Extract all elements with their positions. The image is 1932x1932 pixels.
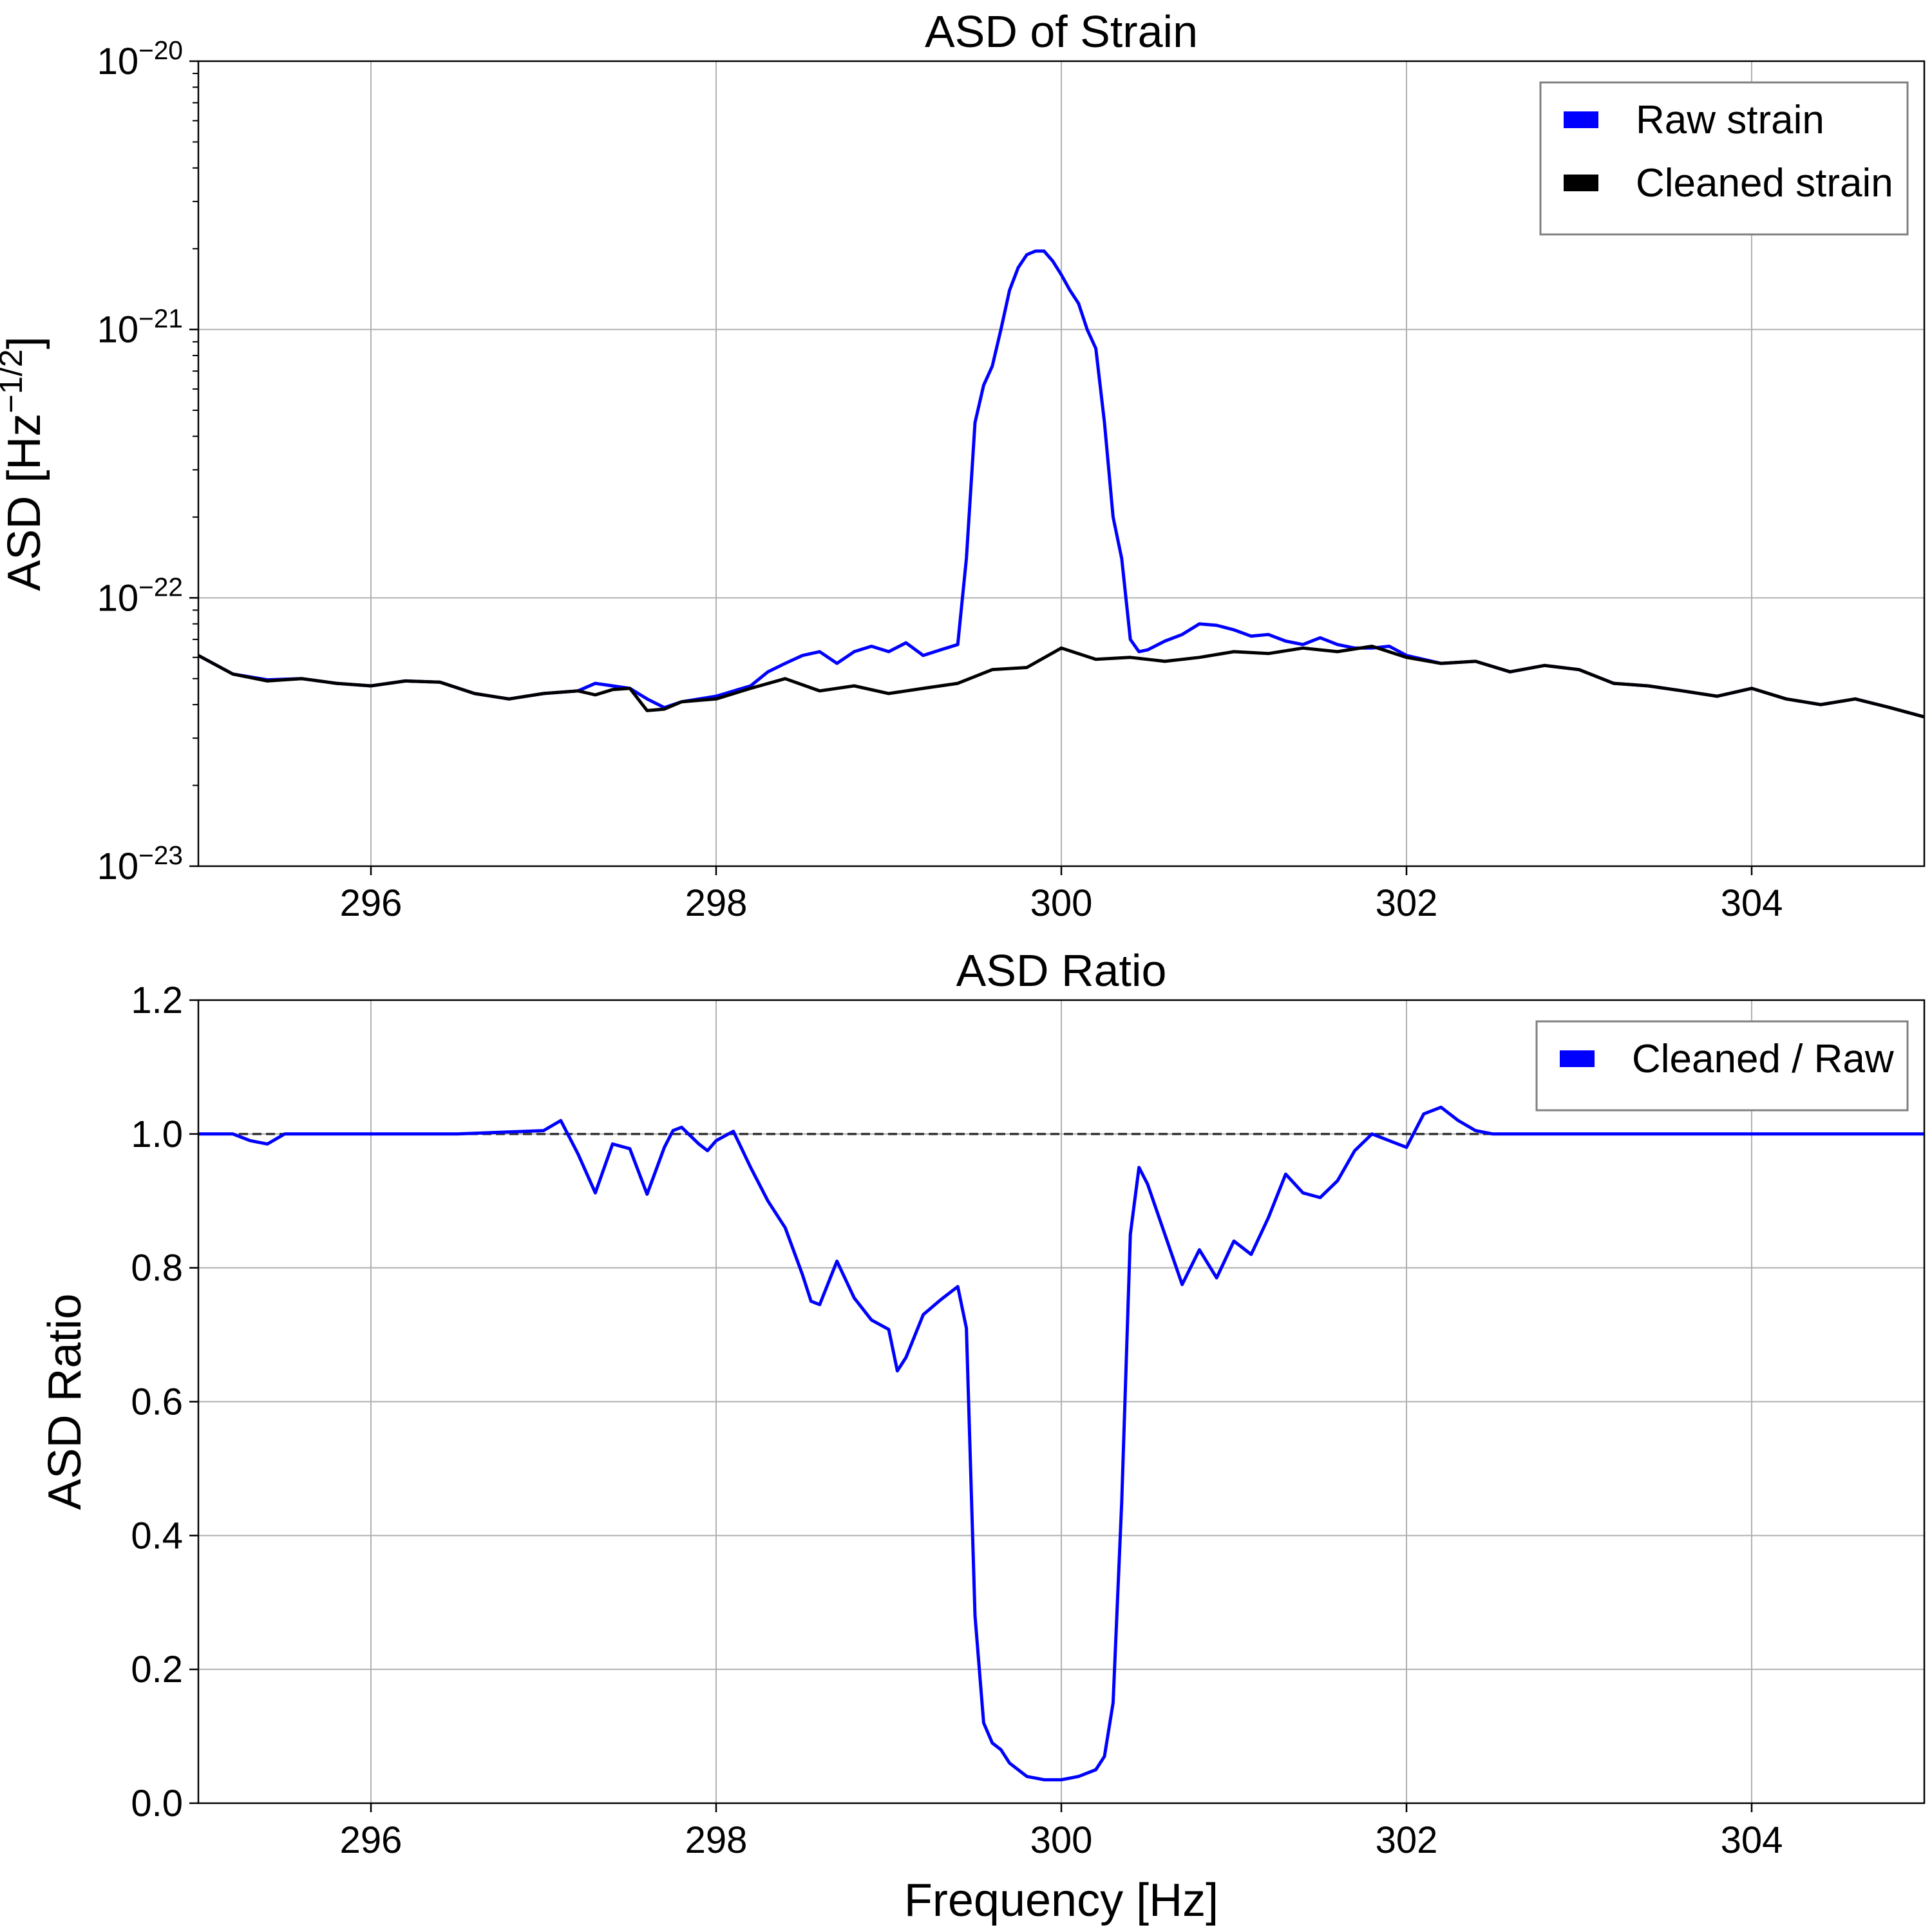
x-tick-label: 298 [685, 882, 748, 924]
legend-swatch [1564, 175, 1598, 191]
y-tick-label: 10−20 [97, 35, 183, 82]
chart-panel-1: 296 298 300 302 304 10−23 10−22 10−21 10−20 ASD o… [0, 6, 1926, 924]
y-tick-label: 0.6 [131, 1381, 183, 1423]
y-tick-label: 1.2 [131, 980, 183, 1021]
x-tick-label: 296 [340, 1819, 402, 1861]
legend: Raw strain Cleaned strain [1539, 81, 1909, 236]
chart-panel-2: 296 298 300 302 304 0.0 0.2 0.4 0.6 0.8 1.0 1.2 ASD … [39, 945, 1926, 1926]
y-tick-label: 10−23 [97, 840, 183, 887]
x-tick-label: 296 [340, 882, 402, 924]
x-tick-label: 300 [1030, 882, 1093, 924]
y-tick-label: 1.0 [131, 1113, 183, 1155]
y-tick-label: 0.0 [131, 1783, 183, 1824]
legend-swatch [1564, 111, 1598, 128]
x-axis-label: Frequency [Hz] [904, 1875, 1218, 1926]
chart-title: ASD of Strain [925, 6, 1198, 57]
legend-frame [1539, 81, 1909, 236]
legend-frame [1535, 1020, 1909, 1112]
y-axis-label: ASD Ratio [39, 1293, 91, 1510]
legend-label: Raw strain [1636, 98, 1824, 142]
y-axis-label: ASD [Hz−1/2] [0, 336, 50, 591]
legend-swatch [1560, 1050, 1595, 1067]
x-tick-label: 302 [1376, 1819, 1438, 1861]
x-tick-label: 304 [1721, 882, 1783, 924]
grid [198, 999, 1924, 1804]
y-tick-label: 10−21 [97, 304, 183, 351]
legend-label: Cleaned strain [1636, 161, 1893, 205]
legend-label: Cleaned / Raw [1632, 1037, 1894, 1081]
x-tick-label: 298 [685, 1819, 748, 1861]
y-tick-label: 0.2 [131, 1649, 183, 1690]
legend: Cleaned / Raw [1535, 1020, 1909, 1112]
x-tick-label: 302 [1376, 882, 1438, 924]
chart-title: ASD Ratio [956, 945, 1167, 996]
series-group [198, 1105, 1924, 1782]
y-tick-label: 10−22 [97, 572, 183, 619]
series-group [198, 249, 1924, 719]
series-line-1 [198, 1105, 1924, 1782]
x-tick-label: 304 [1721, 1819, 1783, 1861]
series-line-2 [198, 645, 1924, 719]
y-tick-label: 0.4 [131, 1515, 183, 1557]
y-tick-label: 0.8 [131, 1247, 183, 1289]
x-tick-label: 300 [1030, 1819, 1093, 1861]
